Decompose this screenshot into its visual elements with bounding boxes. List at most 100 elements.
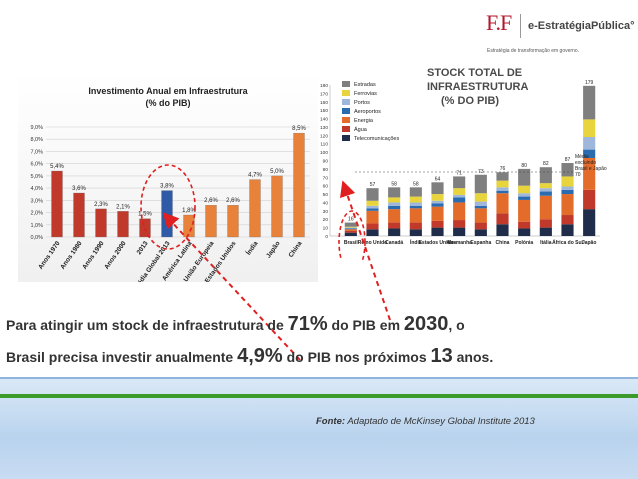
right-bar-segment: [344, 232, 357, 236]
right-bar-segment: [409, 229, 422, 236]
right-bar-segment: [518, 199, 531, 222]
right-category-label: África do Sul: [552, 239, 583, 246]
line2-value: 4,9%: [237, 345, 283, 367]
left-bar-value-label: 2,3%: [94, 202, 108, 208]
footer-band-line: [0, 377, 638, 379]
left-bar: [73, 192, 85, 238]
right-bar-segment: [409, 196, 422, 203]
right-bar-segment: [496, 190, 509, 194]
right-bar-total-label: 179: [585, 80, 594, 86]
line1-end: , o: [448, 317, 465, 333]
logo-name: e-EstratégiaPública°: [528, 20, 635, 32]
right-bar-segment: [583, 189, 596, 210]
left-bar: [139, 218, 151, 238]
right-bar-segment: [518, 193, 531, 197]
tagline: Estratégia de transformação em governo.: [487, 48, 579, 54]
footer-band: [0, 377, 638, 479]
line2-c: do PIB nos próximos: [282, 349, 431, 365]
source-note: Fonte: Adaptado de McKinsey Global Insti…: [316, 416, 535, 427]
right-bar-segment: [431, 220, 444, 228]
right-category-label: China: [496, 240, 510, 246]
left-bar-value-label: 2,6%: [226, 198, 240, 204]
right-ytick-label: 150: [320, 108, 328, 114]
line1-c: do PIB em: [327, 317, 404, 333]
right-ytick-label: 10: [323, 226, 329, 232]
right-bar-segment: [409, 208, 422, 223]
highlight-circle-left: [140, 164, 196, 250]
right-bar-segment: [388, 209, 401, 223]
right-bar-segment: [539, 188, 552, 192]
right-ytick-label: 70: [323, 175, 329, 181]
left-bar-value-label: 1,5%: [138, 212, 152, 218]
right-category-label: Polónia: [515, 240, 533, 246]
right-bar-segment: [539, 167, 552, 184]
legend-label: Água: [354, 126, 368, 133]
right-bar-segment: [583, 85, 596, 120]
right-bar-segment: [474, 201, 487, 206]
right-bar-total-label: 87: [565, 157, 571, 163]
right-ytick-label: 80: [323, 167, 329, 173]
right-bar-segment: [409, 202, 422, 206]
right-bar-segment: [453, 220, 466, 228]
right-bar-segment: [583, 209, 596, 236]
legend-label: Ferrovias: [354, 91, 377, 97]
left-bar: [205, 205, 217, 238]
left-ytick-label: 1,0%: [30, 223, 43, 229]
right-bar-segment: [344, 230, 357, 233]
right-ytick-label: 180: [320, 83, 328, 89]
legend-swatch: [342, 135, 350, 141]
left-ytick-label: 3,0%: [30, 198, 43, 204]
footer-green-bar: [0, 394, 638, 398]
right-bar-segment: [409, 205, 422, 209]
right-ytick-label: 140: [320, 117, 328, 123]
right-bar-segment: [366, 210, 379, 224]
right-bar-total-label: 58: [413, 181, 419, 187]
right-bar-segment: [496, 180, 509, 188]
right-ytick-label: 110: [320, 142, 328, 148]
right-bar-segment: [366, 208, 379, 211]
left-chart: Investimento Anual em Infraestrutura (% …: [18, 72, 318, 282]
right-chart: 0 10 20 30 40 50 60 70 80 90 100 110 120 130 140 150 160…: [320, 67, 607, 260]
right-ytick-label: 60: [323, 184, 329, 190]
legend-swatch: [342, 99, 350, 105]
right-bar-total-label: 71: [456, 170, 462, 176]
right-ytick-label: 100: [320, 150, 328, 156]
right-bar-segment: [453, 197, 466, 203]
right-ytick-label: 120: [320, 133, 328, 139]
right-category-label: Índia: [410, 238, 422, 246]
left-bar: [293, 132, 305, 238]
right-bar-segment: [539, 227, 552, 236]
right-bar-segment: [366, 188, 379, 201]
left-chart-subtitle: (% do PIB): [146, 98, 191, 108]
right-category-label: Reino Unido: [358, 240, 387, 246]
right-ytick-label: 130: [320, 125, 328, 131]
highlight-circle-right: [338, 210, 366, 260]
left-chart-bg: [18, 72, 318, 282]
line1-value-71: 71%: [287, 313, 328, 335]
legend-label: Energia: [354, 118, 374, 124]
right-bar-total-label: 80: [521, 163, 527, 169]
right-category-label: Japão: [582, 240, 596, 246]
left-bar-value-label: 3,6%: [72, 186, 86, 192]
logo-divider: [520, 14, 521, 38]
right-bar-segment: [518, 221, 531, 229]
right-bar-segment: [474, 229, 487, 236]
right-bar-segment: [388, 205, 401, 210]
right-bar-segment: [474, 222, 487, 230]
logo-mark: F.F: [486, 10, 512, 35]
avg-annotation-3: Brasil e Japão: [575, 166, 607, 172]
right-bar-segment: [453, 176, 466, 189]
right-category-label: Estados Unidos: [419, 240, 457, 246]
right-bar-segment: [344, 229, 357, 231]
left-ytick-label: 0,0%: [30, 235, 43, 241]
right-bar-segment: [539, 191, 552, 196]
right-bar-total-label: 57: [370, 182, 376, 188]
left-bar-value-label: 1,8%: [182, 208, 196, 214]
right-category-label: Canadá: [385, 240, 403, 246]
right-bar-segment: [496, 172, 509, 181]
arrow-to-right-chart: [340, 180, 391, 321]
right-bar-segment: [388, 197, 401, 203]
right-bar-total-label: 82: [543, 161, 549, 167]
statement-line-2: Brasil precisa investir anualmente 4,9% …: [6, 345, 493, 368]
source-label: Fonte:: [316, 416, 346, 427]
